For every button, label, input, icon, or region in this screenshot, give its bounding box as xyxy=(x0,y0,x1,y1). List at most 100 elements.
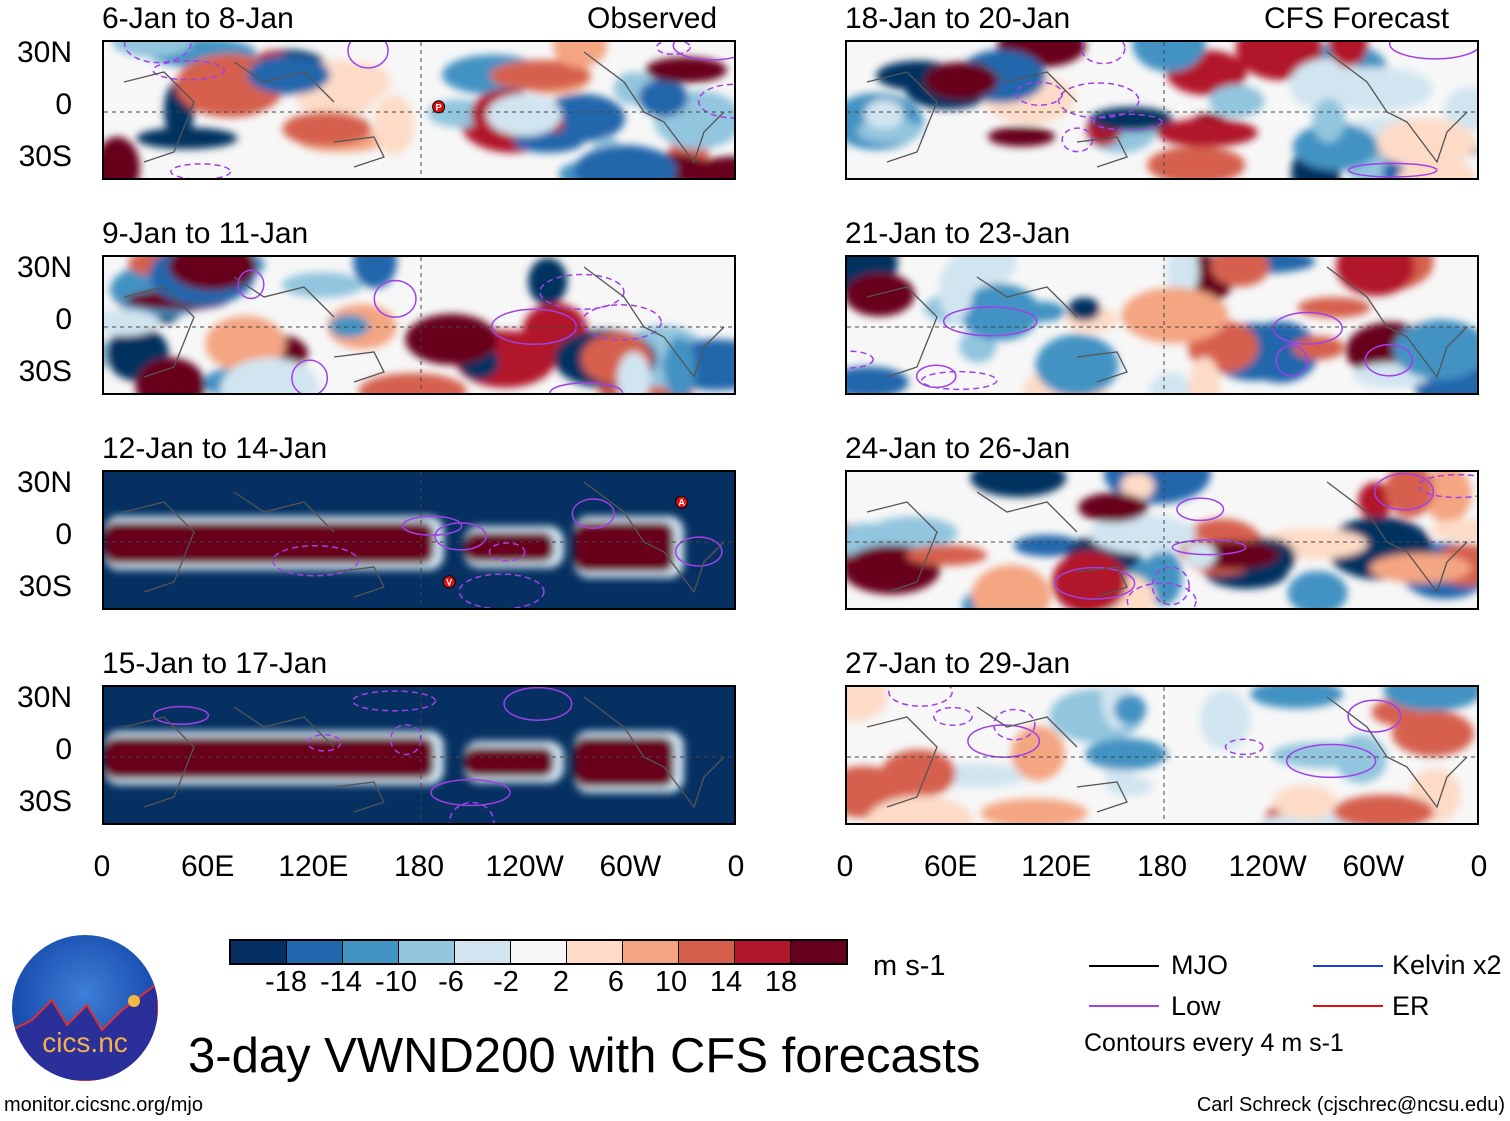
storm-marker-label: V xyxy=(446,577,452,587)
contour xyxy=(291,359,329,393)
colorbar-swatch xyxy=(567,941,623,963)
y-tick-label: 30N xyxy=(16,251,72,284)
contour xyxy=(152,60,226,81)
contour xyxy=(1364,343,1414,377)
y-tick-label: 30S xyxy=(18,355,72,388)
storm-marker-icon xyxy=(432,100,446,114)
contour xyxy=(920,370,998,391)
x-tick-label: 0 xyxy=(1470,850,1488,883)
legend-label-kelvin: Kelvin x2 xyxy=(1392,950,1502,980)
contour xyxy=(942,306,1038,337)
colorbar-swatch xyxy=(287,941,343,963)
credit: Carl Schreck (cjschrec@ncsu.edu) xyxy=(1196,1094,1505,1116)
panel-title: 6-Jan to 8-Jan xyxy=(102,2,294,35)
x-tick-label: 120E xyxy=(278,850,349,883)
legend-label-er: ER xyxy=(1392,991,1430,1021)
contour xyxy=(655,42,691,56)
contour xyxy=(389,723,422,756)
map-panel xyxy=(845,685,1479,825)
contour xyxy=(401,515,463,536)
x-tick-label: 120E xyxy=(1021,850,1092,883)
x-tick-label: 60E xyxy=(180,850,235,883)
vwnd-field xyxy=(847,42,1477,178)
y-tick-label: 0 xyxy=(55,303,72,336)
vwnd-field xyxy=(104,257,734,393)
x-tick-label: 180 xyxy=(1136,850,1188,883)
legend-line-low xyxy=(1089,1005,1159,1007)
colorbar-swatch xyxy=(791,941,846,963)
legend-line-er xyxy=(1313,1005,1383,1007)
contour xyxy=(1275,344,1308,377)
y-tick-label: 30S xyxy=(18,140,72,173)
vwnd-field xyxy=(847,257,1477,393)
x-tick-label: 60E xyxy=(923,850,978,883)
colorbar-tick-label: 10 xyxy=(654,966,688,998)
colorbar-tick-label: 18 xyxy=(764,966,798,998)
panel-title: 21-Jan to 23-Jan xyxy=(845,217,1071,250)
x-tick-label: 0 xyxy=(727,850,745,883)
vwnd-field xyxy=(847,687,1477,823)
observed-header: Observed xyxy=(587,2,718,35)
map-panel xyxy=(102,255,736,395)
contour xyxy=(1285,743,1377,779)
colorbar-tick-label: 2 xyxy=(552,966,570,998)
y-tick-label: 0 xyxy=(55,518,72,551)
contour xyxy=(458,573,545,608)
x-tick-label: 60W xyxy=(1342,850,1405,883)
colorbar-swatch xyxy=(343,941,399,963)
x-tick-label: 60W xyxy=(599,850,662,883)
map-panel xyxy=(845,255,1479,395)
contour xyxy=(915,364,957,389)
figure-title: 3-day VWND200 with CFS forecasts xyxy=(188,1029,981,1083)
contour xyxy=(1347,699,1402,733)
panel-title: 24-Jan to 26-Jan xyxy=(845,432,1071,465)
contour xyxy=(237,269,265,300)
contour xyxy=(488,542,526,562)
colorbar-swatch xyxy=(735,941,791,963)
contour xyxy=(430,778,511,807)
contour xyxy=(373,279,417,318)
contour xyxy=(549,382,624,393)
colorbar-swatch xyxy=(679,941,735,963)
legend-line-mjo xyxy=(1089,965,1159,967)
contour xyxy=(1054,566,1136,600)
contour xyxy=(675,536,723,567)
colorbar-swatch xyxy=(511,941,567,963)
panel-title: 15-Jan to 17-Jan xyxy=(102,647,328,680)
panel-title: 12-Jan to 14-Jan xyxy=(102,432,328,465)
contour xyxy=(503,687,573,721)
contour xyxy=(272,544,359,577)
legend-label-mjo: MJO xyxy=(1171,950,1228,980)
panel-title: 9-Jan to 11-Jan xyxy=(102,217,309,250)
x-tick-label: 120W xyxy=(485,850,564,883)
y-tick-label: 0 xyxy=(55,733,72,766)
storm-marker-label: P xyxy=(436,102,442,112)
panel-title: 18-Jan to 20-Jan xyxy=(845,2,1071,35)
contour xyxy=(1272,311,1343,345)
vwnd-field: P xyxy=(104,42,734,178)
contour xyxy=(1092,113,1163,131)
contour xyxy=(123,42,192,64)
vwnd-field: AV xyxy=(104,472,734,608)
colorbar-units: m s-1 xyxy=(873,950,946,982)
contour xyxy=(1347,162,1438,178)
storm-marker-icon xyxy=(442,575,456,589)
x-tick-label: 0 xyxy=(836,850,854,883)
colorbar-tick-label: -10 xyxy=(375,966,417,998)
contour xyxy=(1176,497,1225,522)
contour xyxy=(1151,566,1190,606)
colorbar-tick-label: -2 xyxy=(493,966,519,998)
y-tick-label: 30N xyxy=(16,466,72,499)
contour xyxy=(1224,738,1264,756)
contour xyxy=(571,498,615,529)
y-tick-label: 0 xyxy=(55,88,72,121)
colorbar-tick-label: -6 xyxy=(438,966,464,998)
contour xyxy=(539,273,625,311)
vwnd-field xyxy=(104,687,734,823)
colorbar-swatch xyxy=(623,941,679,963)
colorbar-swatch xyxy=(455,941,511,963)
source-url[interactable]: monitor.cicsnc.org/mjo xyxy=(4,1094,203,1116)
logo-text: cics.nc xyxy=(42,1027,128,1058)
legend-line-kelvin xyxy=(1313,965,1383,967)
